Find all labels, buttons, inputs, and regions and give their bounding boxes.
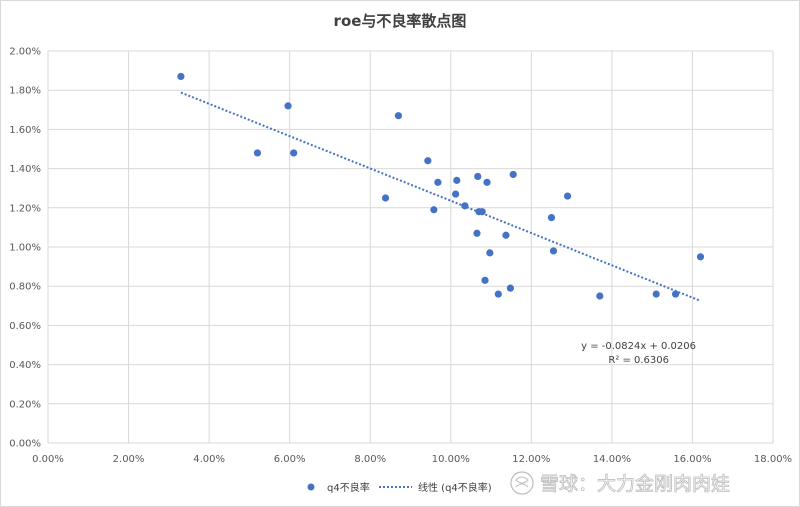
x-tick-label: 12.00% xyxy=(512,454,550,465)
trendline-equation: y = -0.0824x + 0.0206 xyxy=(581,341,696,352)
y-tick-label: 1.80% xyxy=(9,86,41,97)
data-point xyxy=(671,290,680,298)
data-point xyxy=(596,292,604,300)
data-point xyxy=(486,249,494,257)
y-tick-label: 0.40% xyxy=(9,360,41,371)
data-point xyxy=(284,102,292,110)
y-tick-label: 1.40% xyxy=(9,164,41,175)
data-point xyxy=(481,276,489,284)
y-tick-label: 0.00% xyxy=(9,439,41,450)
y-tick-label: 0.60% xyxy=(9,321,41,332)
y-tick-label: 2.00% xyxy=(9,47,41,58)
snowball-logo-icon xyxy=(510,471,534,495)
data-point xyxy=(506,284,514,292)
y-tick-label: 1.60% xyxy=(9,125,41,136)
watermark-text: 雪球：大力金刚肉肉娃 xyxy=(540,473,730,495)
x-tick-label: 10.00% xyxy=(432,454,470,465)
y-tick-label: 1.20% xyxy=(9,203,41,214)
data-point xyxy=(696,253,705,261)
x-tick-label: 18.00% xyxy=(754,454,792,465)
grid-lines xyxy=(47,50,774,444)
data-point xyxy=(381,194,390,202)
data-point xyxy=(494,290,502,298)
x-tick-label: 2.00% xyxy=(113,454,145,465)
data-point xyxy=(474,172,482,181)
legend-label-points: q4不良率 xyxy=(327,481,370,494)
data-point xyxy=(502,231,510,239)
x-tick-label: 0.00% xyxy=(32,454,64,465)
trendline-r-squared: R² = 0.6306 xyxy=(608,355,669,366)
legend-marker-points xyxy=(307,483,315,491)
data-point xyxy=(473,229,481,237)
data-point xyxy=(563,192,572,200)
data-point xyxy=(652,290,660,298)
x-tick-label: 16.00% xyxy=(673,454,711,465)
x-tick-label: 6.00% xyxy=(274,454,306,465)
y-tick-label: 1.00% xyxy=(9,243,41,254)
legend-label-trendline: 线性 (q4不良率) xyxy=(418,481,492,494)
x-tick-label: 8.00% xyxy=(354,454,386,465)
x-axis-tick-labels: 0.00% 2.00% 4.00% 6.00% 8.00% 10.00% 12.00% 14.… xyxy=(32,454,792,465)
data-points xyxy=(177,72,705,300)
chart-title: roe与不良率散点图 xyxy=(334,12,467,30)
x-tick-label: 4.00% xyxy=(193,454,225,465)
legend: q4不良率 线性 (q4不良率) xyxy=(307,481,492,494)
x-tick-label: 14.00% xyxy=(593,454,631,465)
data-point xyxy=(253,149,262,157)
data-point xyxy=(549,247,558,255)
data-point xyxy=(434,178,442,186)
data-point xyxy=(394,112,403,120)
y-tick-label: 0.80% xyxy=(9,282,41,293)
y-tick-label: 0.20% xyxy=(9,399,41,410)
data-point xyxy=(547,214,556,222)
data-point xyxy=(453,176,461,184)
y-axis-tick-labels: 0.00% 0.20% 0.40% 0.60% 0.80% 1.00% 1.20% 1.40%… xyxy=(9,47,41,450)
data-point xyxy=(290,149,298,157)
data-point xyxy=(452,190,460,198)
data-point xyxy=(509,170,517,179)
data-point xyxy=(424,157,432,165)
data-point xyxy=(478,208,486,216)
trendline xyxy=(180,91,701,302)
data-point xyxy=(177,72,185,81)
data-point xyxy=(483,178,491,186)
data-point xyxy=(461,202,469,210)
data-point xyxy=(430,206,438,214)
watermark: 雪球：大力金刚肉肉娃 xyxy=(510,471,730,495)
